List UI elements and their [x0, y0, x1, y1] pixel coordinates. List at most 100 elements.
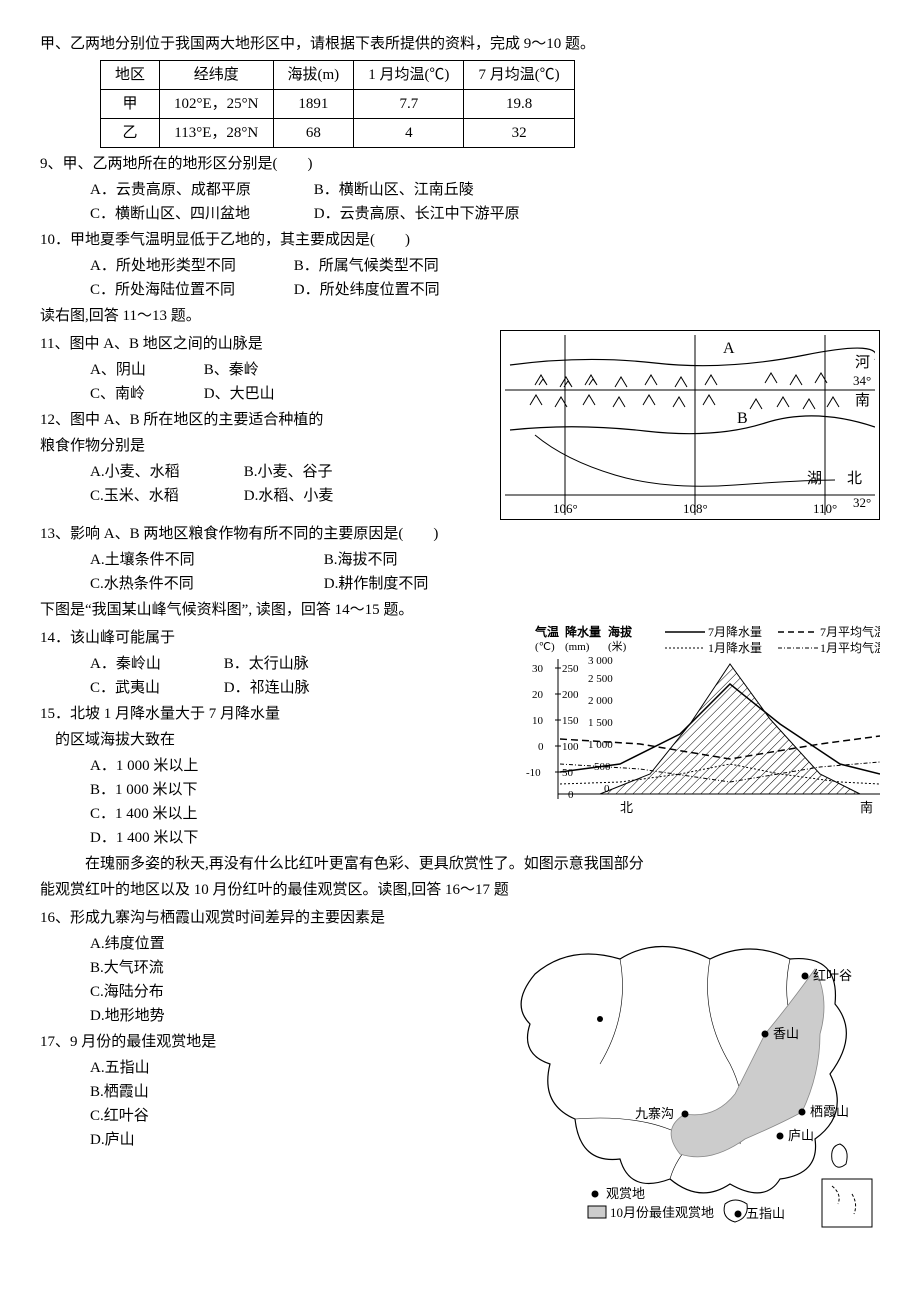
lon106-label: 106° — [553, 501, 578, 515]
yp5: 0 — [568, 789, 574, 801]
q10-optD: D．所处纬度位置不同 — [294, 278, 440, 302]
map-label-wuzhishan: 五指山 — [746, 1206, 785, 1221]
label-river: 河 — [855, 354, 870, 371]
q13-optA: A.土壤条件不同 — [90, 548, 320, 572]
cell: 1891 — [273, 90, 354, 119]
q15-options: A．1 000 米以上 B．1 000 米以下 C．1 400 米以上 D．1 … — [90, 754, 400, 850]
q10-optB: B．所属气候类型不同 — [294, 254, 439, 278]
leg-l4: 1月平均气温 — [820, 640, 880, 655]
label-hu: 湖 — [807, 470, 822, 487]
xlabel-north: 北 — [620, 800, 633, 815]
q13-optC: C.水热条件不同 — [90, 572, 320, 596]
climate-svg: 气温 降水量 海拔 (℃) (mm) (米) 7月降水量 7月平均气温 1月降水… — [480, 624, 880, 824]
china-map-figure: 红叶谷香山栖霞山庐山九寨沟五指山 观赏地 10月份最佳观赏地 — [480, 904, 880, 1234]
q12-stem2: 粮食作物分别是 — [40, 434, 460, 458]
q15-optA: A．1 000 米以上 — [90, 754, 400, 778]
ya0: 3 000 — [588, 655, 613, 667]
map-svg: 34° 32° 106° 108° 110° — [505, 335, 875, 515]
q17-optB: B.栖霞山 — [90, 1080, 420, 1104]
q14-optB: B．太行山脉 — [224, 652, 309, 676]
q12-optB: B.小麦、谷子 — [244, 460, 333, 484]
map-point-xiangshan — [762, 1031, 769, 1038]
table-header-row: 地区 经纬度 海拔(m) 1 月均温(℃) 7 月均温(℃) — [101, 61, 575, 90]
q17-optC: C.红叶谷 — [90, 1104, 420, 1128]
intro-q16-17a: 在瑰丽多姿的秋天,再没有什么比红叶更富有色彩、更具欣赏性了。如图示意我国部分 — [40, 852, 880, 876]
label-B: B — [737, 410, 748, 427]
q11-optA: A、阴山 — [90, 358, 200, 382]
cell: 32 — [464, 119, 574, 148]
q16-stem: 16、形成九寨沟与栖霞山观赏时间差异的主要因素是 — [40, 906, 420, 930]
q12-stem1: 12、图中 A、B 所在地区的主要适合种植的 — [40, 408, 460, 432]
q13-optD: D.耕作制度不同 — [324, 572, 429, 596]
q14-optD: D．祁连山脉 — [224, 676, 310, 700]
q14-options: A．秦岭山 B．太行山脉 C．武夷山 D．祁连山脉 — [90, 652, 400, 700]
label-bei: 北 — [847, 470, 862, 487]
unit-mm: (mm) — [565, 641, 590, 653]
q15-optC: C．1 400 米以上 — [90, 802, 400, 826]
yt0: 30 — [532, 663, 544, 675]
legend-dot: 观赏地 — [606, 1186, 645, 1201]
legend-area-swatch — [588, 1206, 606, 1218]
xlabel-south: 南 — [860, 800, 873, 815]
q11-stem: 11、图中 A、B 地区之间的山脉是 — [40, 332, 460, 356]
q16-optC: C.海陆分布 — [90, 980, 420, 1004]
region-data-table: 地区 经纬度 海拔(m) 1 月均温(℃) 7 月均温(℃) 甲 102°E，2… — [100, 60, 575, 148]
ya3: 1 500 — [588, 717, 613, 729]
yp0: 250 — [562, 663, 579, 675]
intro-q9-10: 甲、乙两地分别位于我国两大地形区中，请根据下表所提供的资料，完成 9～10 题。 — [40, 32, 880, 56]
cell: 甲 — [101, 90, 160, 119]
q16-optD: D.地形地势 — [90, 1004, 420, 1028]
map-point-qixia — [799, 1109, 806, 1116]
q13-options: A.土壤条件不同 B.海拔不同 C.水热条件不同 D.耕作制度不同 — [90, 548, 880, 596]
q9-optA: A．云贵高原、成都平原 — [90, 178, 310, 202]
map-label-lushan: 庐山 — [788, 1128, 814, 1143]
q16-options: A.纬度位置 B.大气环流 C.海陆分布 D.地形地势 — [90, 932, 420, 1028]
map-point-wuzhishan — [735, 1211, 742, 1218]
cell: 102°E，25°N — [160, 90, 274, 119]
q12-optA: A.小麦、水稻 — [90, 460, 240, 484]
unit-m: (米) — [608, 640, 627, 653]
cell: 乙 — [101, 119, 160, 148]
q17-optA: A.五指山 — [90, 1056, 420, 1080]
lon108-label: 108° — [683, 501, 708, 515]
lat32-label: 32° — [853, 495, 871, 510]
q9-optB: B．横断山区、江南丘陵 — [314, 178, 474, 202]
map-label-qixia: 栖霞山 — [810, 1104, 849, 1119]
q17-optD: D.庐山 — [90, 1128, 420, 1152]
q14-optA: A．秦岭山 — [90, 652, 220, 676]
th-alt: 海拔(m) — [273, 61, 354, 90]
yt4: -10 — [526, 767, 541, 779]
q10-options: A．所处地形类型不同 B．所属气候类型不同 C．所处海陆位置不同 D．所处纬度位… — [90, 254, 880, 302]
th-coord: 经纬度 — [160, 61, 274, 90]
ya4: 1 000 — [588, 739, 613, 751]
map-point-jiuzhaigou — [682, 1111, 689, 1118]
q10-optA: A．所处地形类型不同 — [90, 254, 290, 278]
q13-optB: B.海拔不同 — [324, 548, 398, 572]
q17-stem: 17、9 月份的最佳观赏地是 — [40, 1030, 420, 1054]
map-label-hongyegu: 红叶谷 — [813, 968, 852, 983]
label-A: A — [723, 340, 735, 357]
q15-optD: D．1 400 米以下 — [90, 826, 400, 850]
leg-l1: 7月降水量 — [708, 625, 762, 639]
hdr-haiba: 海拔 — [608, 624, 633, 639]
q16-optB: B.大气环流 — [90, 956, 420, 980]
yp4: 50 — [562, 767, 574, 779]
lat34-label: 34° — [853, 373, 871, 388]
q13-stem: 13、影响 A、B 两地区粮食作物有所不同的主要原因是( ) — [40, 522, 880, 546]
q10-stem: 10．甲地夏季气温明显低于乙地的，其主要成因是( ) — [40, 228, 880, 252]
lon110-label: 110° — [813, 501, 837, 515]
cell: 68 — [273, 119, 354, 148]
label-nan: 南 — [855, 392, 870, 409]
q11-options: A、阴山 B、秦岭 C、南岭 D、大巴山 — [90, 358, 460, 406]
q14-optC: C．武夷山 — [90, 676, 220, 700]
intro-q11-13: 读右图,回答 11～13 题。 — [40, 304, 880, 328]
map-point-lushan — [777, 1133, 784, 1140]
q15-optB: B．1 000 米以下 — [90, 778, 400, 802]
q15-stem2: 的区域海拔大致在 — [40, 728, 400, 752]
legend-area: 10月份最佳观赏地 — [610, 1205, 714, 1220]
yt1: 20 — [532, 689, 544, 701]
q11-optD: D、大巴山 — [204, 382, 275, 406]
q12-optC: C.玉米、水稻 — [90, 484, 240, 508]
hdr-jsl: 降水量 — [565, 624, 601, 639]
yp1: 200 — [562, 689, 579, 701]
